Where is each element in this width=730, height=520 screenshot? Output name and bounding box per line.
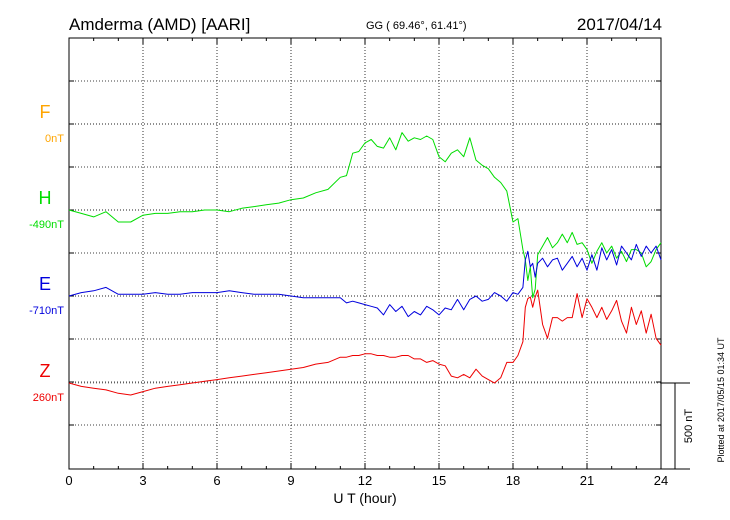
x-tick-label: 18 [506, 473, 520, 488]
plotted-timestamp: Plotted at 2017/05/15 01:34 UT [716, 337, 726, 463]
x-tick-label: 0 [65, 473, 72, 488]
grid-lines [69, 38, 661, 469]
x-tick-labels: 0 3 6 9 12 15 18 21 24 [65, 473, 668, 488]
scale-bar-label: 500 nT [683, 409, 695, 444]
series-line-e [68, 243, 662, 318]
series-baseline-label-e: -710nT [29, 305, 64, 317]
series-baseline-label-h: -490nT [29, 219, 64, 231]
coordinates-label: GG ( 69.46°, 61.41°) [366, 20, 467, 32]
x-tick-label: 24 [654, 473, 668, 488]
x-tick-label: 6 [213, 473, 220, 488]
series-line-z [68, 289, 662, 396]
series-name-z: Z [40, 361, 51, 381]
x-tick-label: 12 [358, 473, 372, 488]
x-axis-label: U T (hour) [333, 490, 396, 506]
scale-bar: 500 nT [661, 382, 695, 470]
series-lines [68, 132, 662, 396]
x-tick-label: 21 [580, 473, 594, 488]
date-label: 2017/04/14 [577, 15, 662, 34]
series-line-h [68, 132, 662, 299]
series-baseline-label-z: 260nT [33, 392, 64, 404]
x-tick-label: 3 [139, 473, 146, 488]
series-name-e: E [39, 274, 51, 294]
series-name-h: H [39, 188, 52, 208]
x-tick-label: 15 [432, 473, 446, 488]
axis-ticks [68, 38, 662, 469]
series-labels: F 0nT H -490nT E -710nT Z 260nT [29, 102, 64, 404]
x-tick-label: 9 [287, 473, 294, 488]
station-title: Amderma (AMD) [AARI] [69, 15, 250, 34]
series-baseline-label-f: 0nT [45, 133, 64, 145]
series-name-f: F [40, 102, 51, 122]
